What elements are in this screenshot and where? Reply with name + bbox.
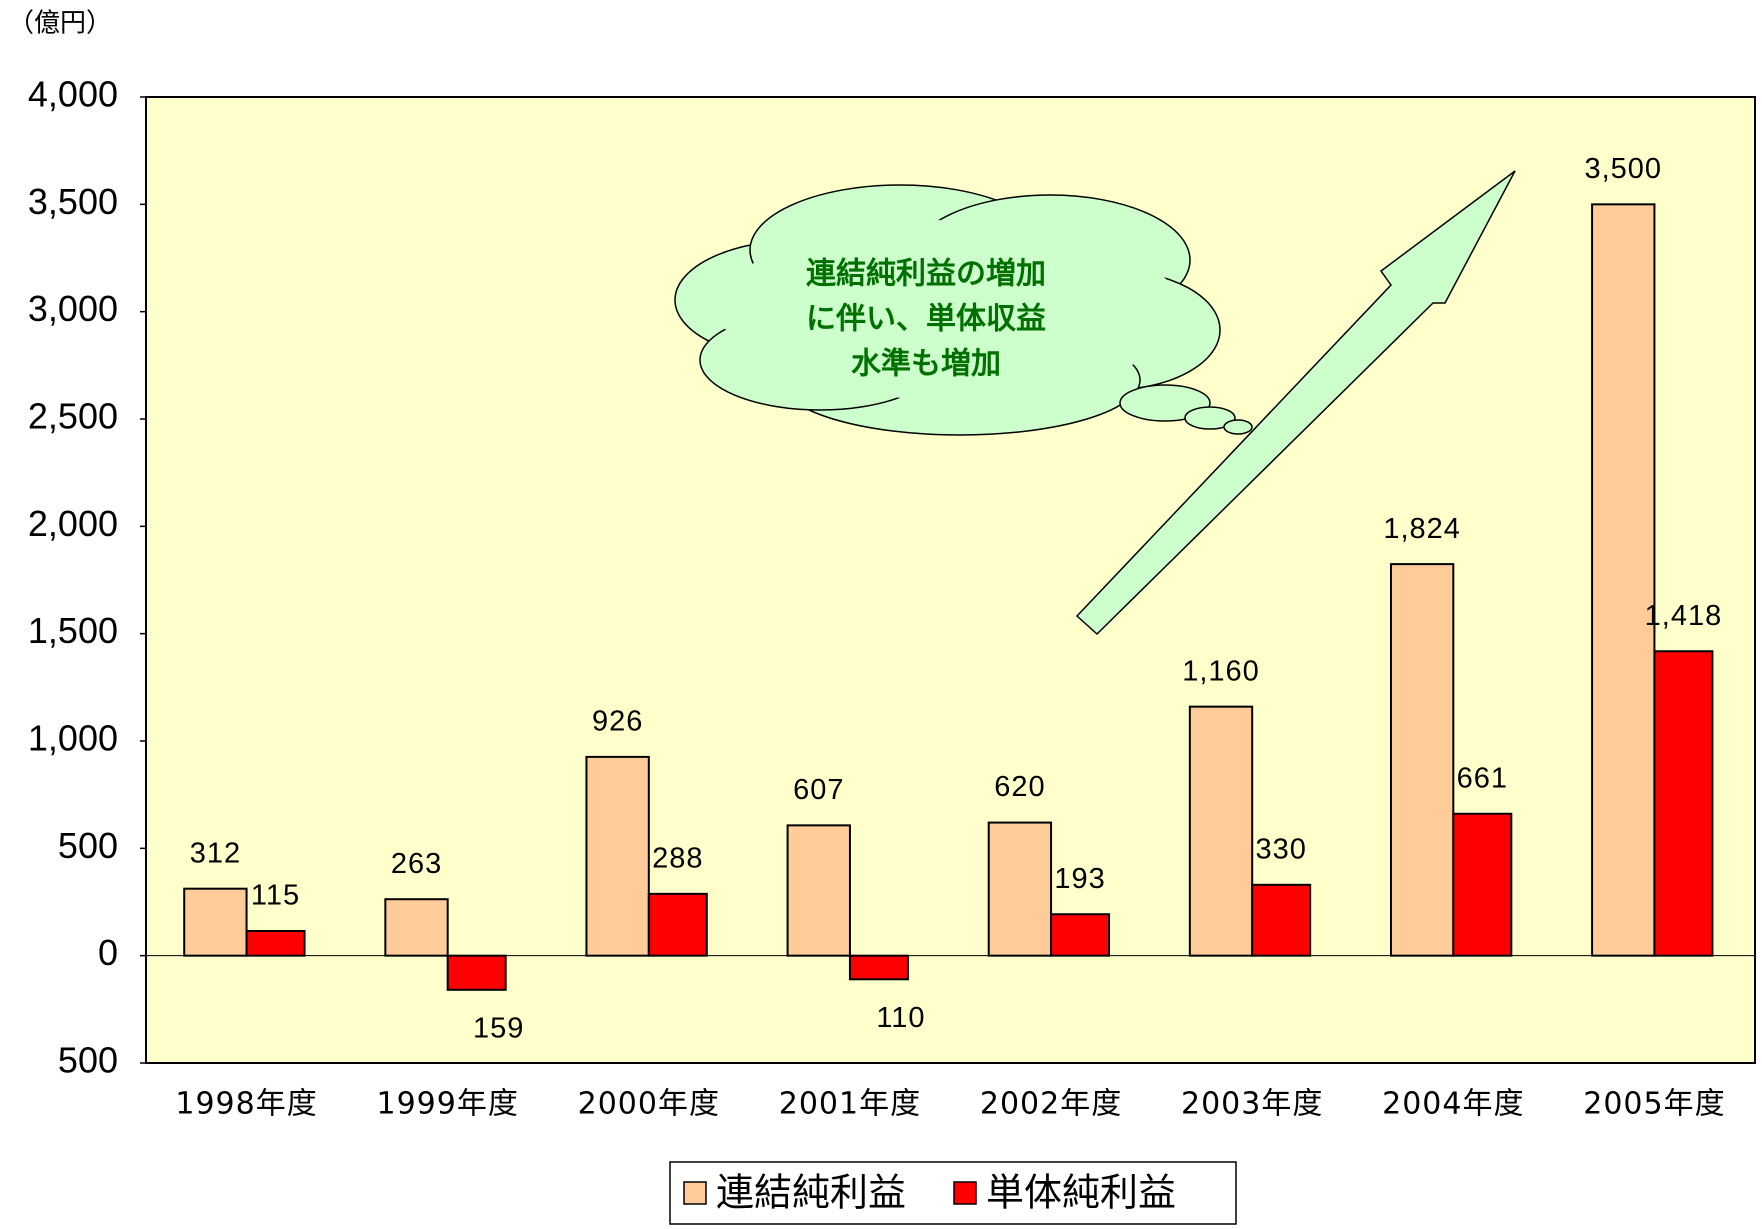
legend-swatch <box>953 1181 977 1205</box>
annotation-line: に伴い、単体収益 <box>806 302 1046 337</box>
bar <box>848 954 909 981</box>
bar <box>647 892 708 957</box>
x-tick-label: 2005年度 <box>1583 1087 1725 1122</box>
x-tick-label: 2002年度 <box>980 1087 1122 1122</box>
annotation-line: 水準も増加 <box>851 347 1001 382</box>
y-tick-label: 0 <box>98 932 118 973</box>
annotation-line: 連結純利益の増加 <box>806 257 1046 292</box>
x-tick-label: 2003年度 <box>1181 1087 1323 1122</box>
value-label: 661 <box>1457 762 1508 794</box>
bar <box>1050 913 1111 957</box>
bar <box>384 898 449 957</box>
value-label: 1,824 <box>1383 513 1461 545</box>
y-tick-label: 3,500 <box>28 181 118 222</box>
x-tick-label: 2004年度 <box>1382 1087 1524 1122</box>
value-label: 330 <box>1255 833 1306 865</box>
x-tick-label: 1999年度 <box>377 1087 519 1122</box>
value-label: 159 <box>473 1012 524 1044</box>
legend-swatch <box>683 1181 707 1205</box>
bar <box>585 755 650 957</box>
y-tick-label: 1,000 <box>28 718 118 759</box>
bar <box>1452 812 1513 957</box>
y-tick-label: 4,000 <box>28 74 118 115</box>
bar <box>1188 705 1254 957</box>
value-label: 115 <box>251 880 300 912</box>
bar <box>1653 650 1714 957</box>
y-tick-label: 500 <box>58 825 118 866</box>
bar <box>786 824 851 957</box>
y-tick-label: 2,500 <box>28 396 118 437</box>
cloud-core <box>720 220 1180 400</box>
x-tick-label: 1998年度 <box>175 1087 317 1122</box>
legend-label: 単体純利益 <box>986 1171 1176 1215</box>
value-label: 312 <box>190 837 241 869</box>
value-label: 3,500 <box>1584 153 1662 185</box>
value-label: 263 <box>391 848 442 880</box>
value-label: 193 <box>1054 863 1105 895</box>
value-label: 110 <box>876 1002 925 1034</box>
value-label: 1,160 <box>1182 655 1260 687</box>
y-tick-label: 2,000 <box>28 503 118 544</box>
bar <box>245 929 306 957</box>
bar <box>1389 563 1455 957</box>
unit-label: （億円） <box>8 9 112 39</box>
value-label: 288 <box>652 842 703 874</box>
value-label: 620 <box>994 771 1045 803</box>
x-tick-label: 2001年度 <box>779 1087 921 1122</box>
legend <box>669 1161 1237 1225</box>
bar <box>1591 203 1656 957</box>
value-label: 607 <box>793 774 844 806</box>
value-label: 1,418 <box>1645 600 1723 632</box>
legend-label: 連結純利益 <box>716 1171 906 1215</box>
bar <box>1251 883 1312 957</box>
y-tick-label: 1,500 <box>28 610 118 651</box>
x-tick-label: 2000年度 <box>578 1087 720 1122</box>
bar <box>183 887 248 957</box>
callout: 連結純利益の増加 に伴い、単体収益 水準も増加 <box>674 170 1516 636</box>
y-tick-label: 500 <box>58 1040 118 1081</box>
bar <box>446 954 507 991</box>
bar <box>987 821 1053 957</box>
y-tick-label: 3,000 <box>28 288 118 329</box>
value-label: 926 <box>592 706 643 738</box>
trend-arrow <box>1075 170 1516 636</box>
